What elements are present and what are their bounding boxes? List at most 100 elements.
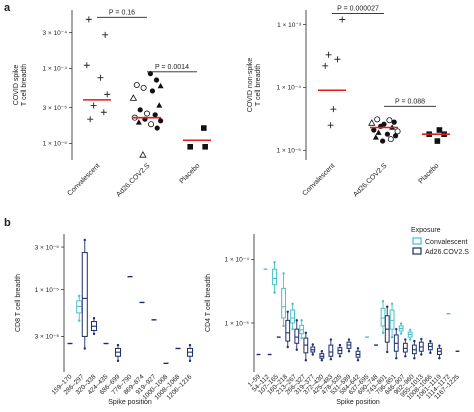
data-point	[304, 359, 308, 362]
data-point	[386, 350, 389, 354]
legend-label-ad26: Ad26.COV2.S	[425, 249, 469, 256]
data-point	[300, 336, 303, 340]
square-point	[187, 143, 193, 150]
circle-filled-point	[380, 138, 386, 144]
box-body	[328, 344, 334, 357]
data-point	[381, 331, 385, 335]
plus-point	[97, 74, 104, 81]
circle-filled-point	[149, 88, 156, 94]
data-point	[78, 294, 81, 298]
data-point	[188, 359, 192, 363]
plus-point	[85, 16, 92, 23]
box-convalescent	[380, 300, 386, 335]
box-body	[402, 342, 408, 353]
y-tick-label: 3 × 10⁻⁵	[43, 105, 68, 112]
data-point	[188, 343, 192, 347]
y-tick-label: 1 × 10⁻⁵	[43, 141, 68, 148]
box-body	[380, 307, 386, 327]
box-convalescent	[281, 272, 286, 328]
y-tick-label: 1 × 10⁻⁵	[225, 320, 250, 327]
triangle-filled-point	[135, 119, 142, 125]
data-point	[311, 353, 314, 356]
data-point	[311, 343, 314, 346]
circle-open-point	[374, 116, 381, 123]
panel-label-b: b	[4, 217, 11, 229]
p-value-label: P = 0.000027	[337, 5, 379, 12]
circle-open-point	[394, 128, 401, 135]
circle-filled-point	[158, 118, 164, 124]
data-point	[347, 350, 351, 353]
box-ad26	[328, 338, 334, 361]
data-point	[429, 339, 432, 343]
panel-label-a: a	[4, 2, 11, 14]
x-category-label: Ad26.COV2.S	[352, 162, 388, 198]
data-point	[282, 324, 285, 328]
p-value-label: P = 0.0014	[155, 64, 189, 71]
box-ad26	[355, 347, 361, 362]
legend-title: Exposure	[411, 227, 441, 234]
circle-open-point	[386, 117, 393, 124]
data-point	[438, 344, 441, 347]
data-point	[92, 332, 96, 336]
y-tick-label: 1 × 10⁻⁴	[43, 66, 68, 73]
box-ad26	[310, 343, 316, 356]
y-tick-label: 1 × 10⁻⁴	[277, 85, 302, 92]
plus-point	[90, 102, 97, 109]
plus-point	[83, 62, 90, 69]
data-point	[395, 357, 398, 360]
legend-swatch-convalescent	[412, 237, 422, 245]
data-point	[83, 238, 86, 242]
data-point	[92, 316, 96, 320]
x-category-label: Convalescent	[301, 162, 336, 197]
x-axis-label: Spike position	[336, 399, 380, 406]
box-ad26	[285, 310, 291, 349]
data-point	[404, 355, 407, 358]
data-point	[286, 310, 289, 313]
circle-filled-point	[391, 119, 397, 125]
circle-filled-point	[137, 107, 143, 113]
plus-point	[330, 106, 337, 113]
box-body	[290, 309, 296, 324]
data-point	[273, 291, 276, 294]
box-convalescent	[407, 328, 413, 341]
box-ad26	[418, 337, 424, 356]
y-axis-label: COVID non-spikeT cell breadth	[247, 58, 262, 113]
circle-open-point	[133, 82, 140, 89]
chart-b-left: 3 × 10⁻⁶ 1 × 10⁻⁵ 3 × 10⁻⁵ CD8 T cell bread…	[15, 234, 194, 406]
data-point	[291, 327, 294, 331]
data-point	[386, 305, 389, 308]
x-category-label: Ad26.COV2.S	[115, 162, 151, 198]
legend-swatch-ad26	[412, 247, 422, 255]
x-category-label: Placebo	[179, 162, 202, 185]
box-body	[81, 252, 88, 337]
box-body	[389, 309, 395, 330]
box-body	[294, 328, 300, 344]
data-point	[399, 332, 403, 335]
box-ad26	[90, 316, 98, 336]
data-point	[329, 358, 333, 361]
data-point	[116, 343, 120, 347]
data-point	[83, 347, 86, 350]
triangle-open-point	[368, 119, 376, 126]
y-tick-label: 1 × 10⁻⁵	[35, 287, 60, 294]
box-ad26	[186, 343, 194, 363]
circle-open-point	[387, 136, 394, 143]
box-ad26	[337, 343, 343, 358]
data-point	[356, 347, 360, 350]
data-point	[338, 355, 342, 358]
circle-open-point	[143, 110, 150, 117]
y-axis-label: CD8 T cell breadth	[15, 274, 22, 332]
square-point	[201, 125, 207, 131]
data-point	[399, 322, 403, 325]
y-tick-label: 1 × 10⁻⁵	[277, 148, 302, 155]
data-point	[420, 353, 423, 356]
circle-filled-point	[392, 133, 399, 139]
box-convalescent	[290, 302, 296, 331]
plus-point	[339, 16, 346, 23]
plus-point	[322, 62, 329, 69]
data-point	[291, 302, 294, 306]
legend-label-convalescent: Convalescent	[425, 239, 467, 246]
triangle-filled-point	[375, 129, 382, 135]
box-convalescent	[398, 322, 404, 335]
